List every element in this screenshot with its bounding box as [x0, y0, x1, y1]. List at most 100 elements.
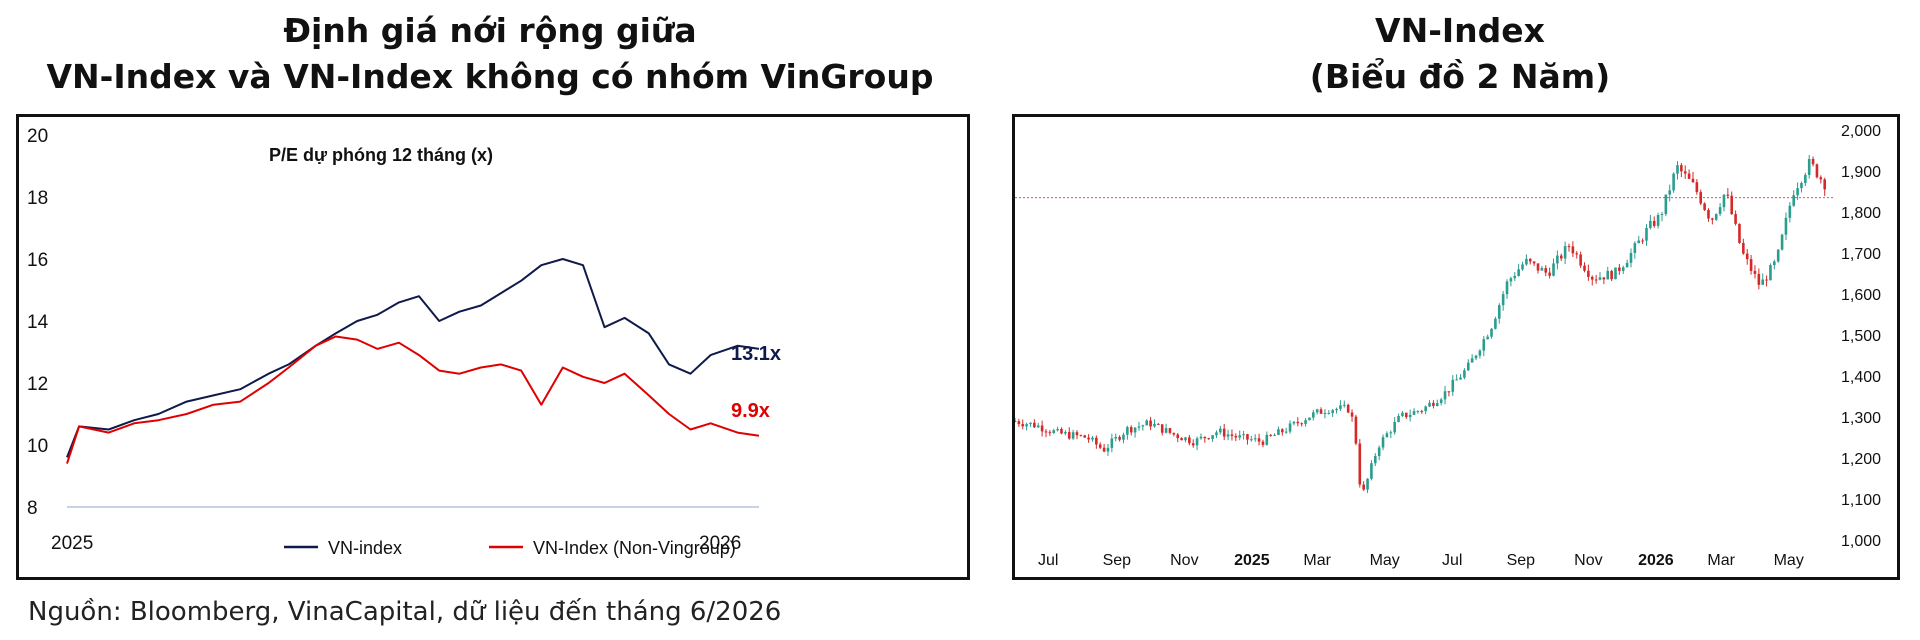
x-tick-label: 2025: [1234, 552, 1270, 569]
candle-body: [1598, 277, 1602, 280]
candle-body: [1691, 178, 1695, 183]
candle-body: [1823, 179, 1826, 190]
candle-body: [1211, 435, 1214, 439]
candle-body: [1606, 270, 1610, 280]
candle-body: [1807, 158, 1811, 175]
candle-body: [1676, 165, 1679, 174]
candle-body: [1075, 432, 1079, 436]
x-tick-label: Sep: [1507, 552, 1536, 569]
candle-body: [1397, 415, 1400, 422]
candle-body: [1191, 443, 1195, 446]
candle-body: [1242, 434, 1245, 436]
y-tick-label: 20: [27, 126, 48, 147]
candle-body: [1281, 429, 1284, 433]
candle-body: [1377, 447, 1381, 456]
candle-body: [1641, 240, 1644, 242]
candle-body: [1393, 421, 1396, 433]
candle-body: [1637, 240, 1641, 244]
candle-body: [1164, 428, 1168, 433]
right-title-line-1: VN-Index: [1375, 11, 1545, 50]
candle-body: [1327, 413, 1331, 415]
candle-body: [1172, 432, 1176, 435]
candle-body: [1370, 463, 1373, 479]
candle-body: [1195, 438, 1199, 446]
candle-body: [1552, 263, 1555, 276]
candle-body: [1629, 252, 1633, 263]
vnindex-chart-panel: 1,000 1,100 1,200 1,300 1,400 1,500 1,600 1,700…: [1012, 114, 1900, 580]
candle-body: [1339, 405, 1342, 409]
y-tick-label: 10: [27, 436, 48, 457]
candle-body: [1707, 210, 1710, 219]
y-tick-label: 1,000: [1841, 533, 1881, 550]
candle-body: [1137, 426, 1141, 428]
candle-body: [1761, 279, 1765, 285]
x-tick-label: May: [1774, 552, 1804, 569]
candle-body: [1118, 436, 1121, 440]
candle-body: [1683, 171, 1687, 174]
candle-body: [1490, 328, 1493, 337]
legend-label: VN-Index (Non-Vingroup): [533, 538, 736, 558]
x-tick-label: 2025: [51, 533, 93, 554]
candle-body: [1157, 423, 1160, 425]
candle-body: [1029, 422, 1032, 425]
candle-body: [1447, 391, 1451, 393]
y-tick-label: 1,900: [1841, 164, 1881, 181]
candle-body: [1323, 413, 1327, 415]
candle-body: [1250, 439, 1253, 441]
candle-body: [1769, 265, 1772, 281]
right-title-line-2: (Biểu đồ 2 Năm): [1309, 57, 1611, 96]
candle-body: [1695, 182, 1699, 193]
candle-body: [1219, 428, 1222, 433]
candle-body: [1544, 268, 1548, 273]
y-tick-label: 1,700: [1841, 246, 1881, 263]
candle-body: [1091, 437, 1094, 440]
candle-body: [1246, 434, 1249, 440]
candle-body: [1610, 270, 1613, 280]
x-tick-label: Mar: [1303, 552, 1331, 569]
legend-label: VN-index: [328, 538, 402, 558]
candle-body: [1366, 478, 1369, 490]
candle-body: [1482, 339, 1486, 351]
candle-body: [1079, 435, 1083, 437]
left-title-line-1: Định giá nới rộng giữa: [283, 11, 697, 50]
candle-body: [1428, 402, 1431, 407]
candle-body: [1780, 234, 1784, 250]
candlesticks: [1015, 155, 1826, 494]
candle-body: [1540, 268, 1544, 271]
candle-body: [1784, 217, 1788, 235]
candle-body: [1257, 438, 1261, 442]
x-tick-label: 2026: [1638, 552, 1674, 569]
candle-body: [1416, 411, 1420, 413]
candle-body: [1238, 435, 1242, 438]
candle-body: [1098, 444, 1102, 448]
candle-body: [1513, 275, 1517, 279]
candle-body: [1346, 404, 1350, 413]
y-tick-label: 1,100: [1841, 492, 1881, 509]
candle-body: [1590, 276, 1594, 280]
candle-body: [1800, 182, 1803, 189]
candle-body: [1381, 437, 1385, 448]
candle-body: [1308, 417, 1311, 421]
candle-body: [1133, 427, 1137, 433]
candle-body: [1435, 403, 1439, 406]
candle-body: [1660, 214, 1664, 216]
candle-body: [1753, 270, 1757, 274]
candle-body: [1745, 253, 1749, 260]
candle-body: [1587, 270, 1590, 277]
series-end-label: 13.1x: [731, 343, 781, 365]
candle-body: [1226, 434, 1230, 437]
candle-body: [1738, 223, 1741, 243]
candle-body: [1718, 207, 1722, 214]
candle-body: [1463, 370, 1466, 378]
y-tick-label: 2,000: [1841, 123, 1881, 140]
pe-chart: 8 10 12 14 16 18 20 2025 2026 P/E dự phóng 12 thá…: [27, 126, 781, 558]
candle-body: [1532, 261, 1536, 264]
candle-body: [1804, 174, 1807, 183]
candle-body: [1559, 255, 1563, 259]
candle-body: [1048, 432, 1052, 434]
y-tick-label: 1,300: [1841, 410, 1881, 427]
candle-body: [1652, 220, 1656, 226]
x-tick-label: Jul: [1442, 552, 1462, 569]
candle-body: [1645, 227, 1648, 241]
candle-body: [1335, 408, 1338, 411]
